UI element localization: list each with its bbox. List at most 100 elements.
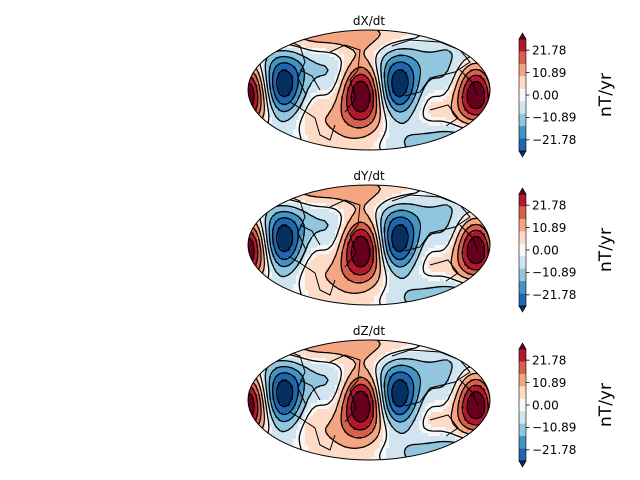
field-cell [422,72,426,76]
field-cell [404,269,408,273]
field-cell [404,126,408,130]
field-cell [449,126,453,130]
field-cell [392,132,396,136]
field-cell [281,227,285,231]
field-cell [284,99,288,103]
field-cell [275,242,279,246]
field-cell [404,236,408,240]
field-cell [302,120,306,124]
field-cell [287,200,291,204]
field-cell [356,188,360,192]
field-cell [419,54,423,58]
field-cell [380,209,384,213]
field-cell [395,126,399,130]
field-cell [452,263,456,267]
field-cell [365,197,369,201]
field-cell [290,54,294,58]
field-cell [326,84,330,88]
field-cell [350,260,354,264]
field-cell [419,57,423,61]
field-cell [299,75,303,79]
field-cell [314,227,318,231]
field-cell [401,200,405,204]
field-cell [446,90,450,94]
field-cell [278,123,282,127]
field-cell [446,105,450,109]
field-cell [398,117,402,121]
field-cell [302,203,306,207]
field-cell [362,57,366,61]
field-cell [308,224,312,228]
field-cell [413,236,417,240]
field-cell [293,78,297,82]
field-cell [371,123,375,127]
field-cell [371,239,375,243]
field-cell [434,203,438,207]
field-cell [335,36,339,40]
field-cell [317,239,321,243]
field-cell [308,42,312,46]
field-cell [308,260,312,264]
field-cell [335,33,339,37]
field-cell [365,108,369,112]
field-cell [437,266,441,270]
field-cell [383,144,387,148]
field-cell [248,90,252,94]
field-cell [446,54,450,58]
field-cell [431,224,435,228]
field-cell [323,126,327,130]
field-cell [413,42,417,46]
field-cell [326,54,330,58]
field-cell [437,215,441,219]
field-cell [425,257,429,261]
field-cell [389,30,393,34]
field-cell [272,93,276,97]
field-cell [398,129,402,133]
field-cell [341,191,345,195]
field-cell [287,120,291,124]
field-cell [434,66,438,70]
field-cell [404,206,408,210]
field-cell [380,66,384,70]
colorbar-segment [519,63,526,77]
field-cell [347,33,351,37]
field-cell [449,66,453,70]
field-cell [377,132,381,136]
field-cell [386,63,390,67]
field-cell [485,69,489,73]
field-cell [308,90,312,94]
field-cell [278,233,282,237]
field-cell [392,60,396,64]
field-cell [398,191,402,195]
field-cell [359,203,363,207]
field-cell [320,224,324,228]
field-cell [305,254,309,258]
field-cell [320,275,324,279]
field-cell [434,191,438,195]
field-cell [269,224,273,228]
field-cell [401,84,405,88]
field-cell [302,200,306,204]
field-cell [335,272,339,276]
field-cell [416,99,420,103]
field-cell [317,102,321,106]
field-cell [416,230,420,234]
field-cell [464,99,468,103]
field-cell [422,48,426,52]
field-cell [323,129,327,133]
field-cell [326,209,330,213]
field-cell [284,215,288,219]
field-cell [272,278,276,282]
field-cell [347,96,351,100]
field-cell [365,141,369,145]
field-cell [380,224,384,228]
field-cell [401,45,405,49]
field-cell [437,48,441,52]
field-cell [335,215,339,219]
field-cell [422,93,426,97]
field-cell [332,114,336,118]
field-cell [362,123,366,127]
field-cell [314,63,318,67]
field-cell [413,120,417,124]
